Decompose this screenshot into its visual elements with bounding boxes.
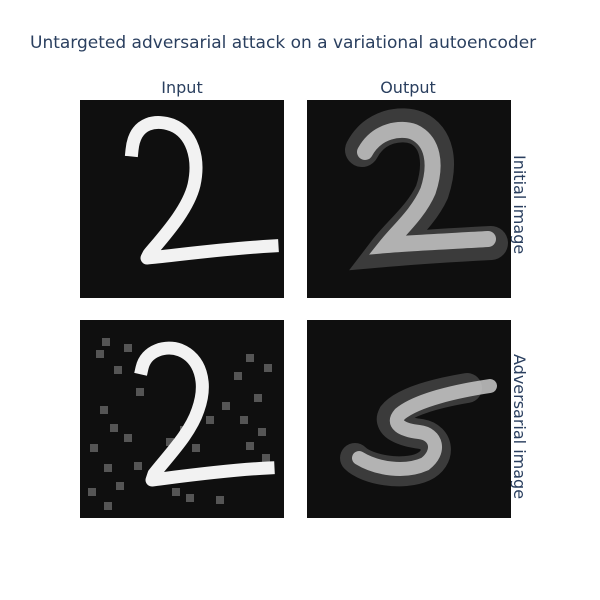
initial-output-svg <box>345 108 508 271</box>
figure-title: Untargeted adversarial attack on a varia… <box>30 33 537 53</box>
initial-input-svg <box>124 116 279 265</box>
adversarial-output-svg <box>340 373 497 487</box>
adversarial-noise-pixels <box>88 338 272 510</box>
initial-output-image <box>307 100 511 298</box>
column-label-output: Output <box>380 78 436 97</box>
digit-2-stroke <box>124 116 279 265</box>
blurred-digit-5-core <box>352 379 497 476</box>
row-label-initial: Initial image <box>510 155 529 255</box>
adversarial-input-image <box>80 320 284 518</box>
adversarial-input-svg <box>88 338 275 510</box>
blurred-digit-2-core <box>357 121 496 255</box>
initial-input-image <box>80 100 284 298</box>
column-label-input: Input <box>161 78 203 97</box>
row-label-adversarial: Adversarial image <box>510 354 529 500</box>
adversarial-output-image <box>307 320 511 518</box>
digit-2-stroke <box>134 341 275 487</box>
